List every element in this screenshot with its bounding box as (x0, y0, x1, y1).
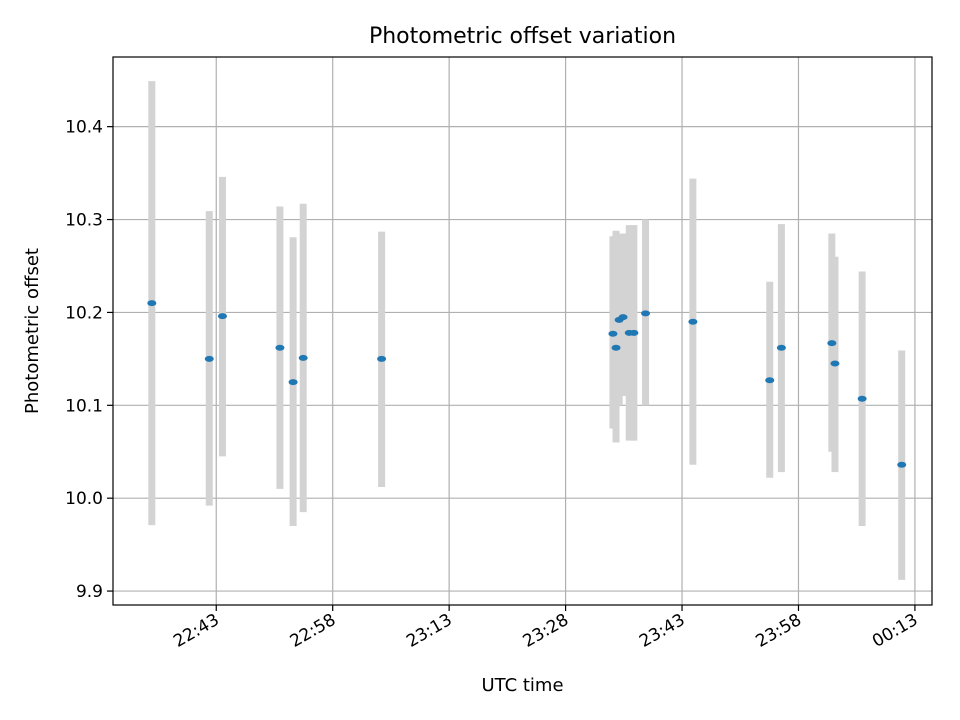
y-tick-label: 10.1 (65, 396, 103, 416)
data-point (629, 329, 639, 336)
data-point (688, 318, 698, 325)
data-points (147, 300, 907, 468)
chart-title: Photometric offset variation (369, 24, 676, 49)
y-tick-label: 10.3 (65, 211, 103, 231)
data-point (765, 377, 775, 384)
data-point (204, 355, 214, 362)
data-point (827, 340, 837, 347)
x-axis-label: UTC time (481, 675, 563, 696)
data-point (641, 310, 651, 317)
data-point (217, 313, 227, 320)
data-point (377, 355, 387, 362)
data-point (147, 300, 157, 307)
grid (113, 57, 932, 605)
data-point (608, 330, 618, 337)
data-point (897, 461, 907, 468)
data-point (288, 379, 298, 386)
y-axis-label: Photometric offset (22, 248, 43, 414)
data-point (857, 395, 867, 402)
y-tick-label: 10.4 (65, 118, 103, 138)
data-point (618, 314, 628, 321)
y-tick-label: 10.0 (65, 489, 103, 509)
y-tick-label: 9.9 (76, 582, 103, 602)
y-tick-label: 10.2 (65, 303, 103, 323)
data-point (611, 344, 621, 351)
data-point (776, 344, 786, 351)
data-point (298, 354, 308, 361)
data-point (275, 344, 285, 351)
plot-area-frame (112, 56, 933, 606)
data-point (830, 360, 840, 367)
